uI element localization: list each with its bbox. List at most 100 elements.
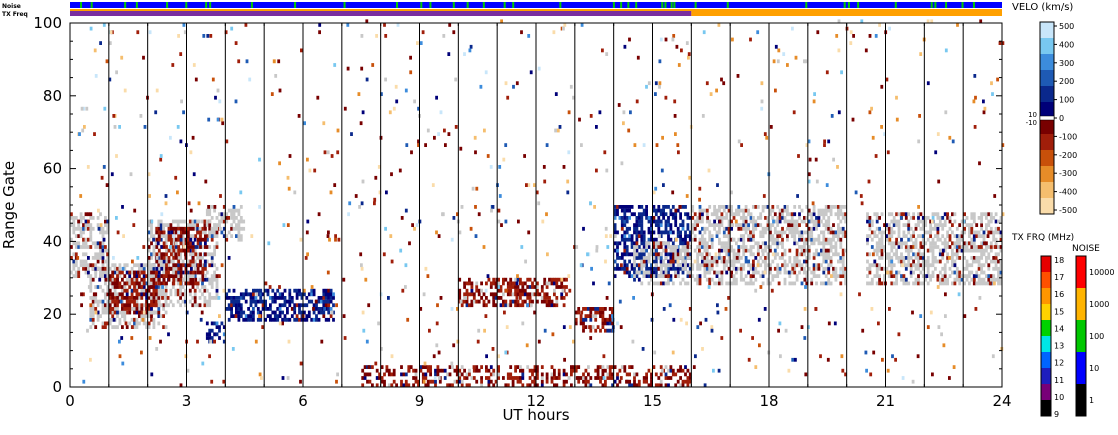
echo-cell (282, 223, 286, 227)
echo-cell (419, 307, 423, 311)
echo-cell (230, 223, 233, 227)
echo-cell (320, 307, 323, 311)
echo-cell (160, 245, 164, 249)
echo-cell (533, 368, 537, 373)
echo-cell (487, 379, 491, 384)
echo-cell (102, 165, 106, 169)
echo-cell (191, 285, 195, 289)
echo-cell (191, 234, 195, 238)
echo-cell (407, 368, 411, 373)
echo-cell (446, 372, 449, 377)
echo-cell (451, 365, 454, 369)
echo-cell (172, 248, 176, 253)
echo-cell (662, 259, 665, 264)
echo-cell (179, 237, 183, 242)
echo-cell (936, 234, 940, 238)
echo-cell (314, 299, 318, 304)
echo-cell (764, 205, 767, 209)
echo-cell (140, 277, 144, 282)
echo-cell (921, 266, 925, 271)
echo-cell (834, 245, 838, 249)
echo-cell (791, 266, 795, 271)
echo-cell (936, 245, 940, 249)
echo-cell (557, 376, 561, 380)
echo-cell (747, 263, 750, 268)
echo-cell (193, 303, 197, 308)
echo-cell (992, 234, 996, 238)
echo-cell (554, 92, 558, 96)
echo-cell (482, 245, 486, 249)
echo-cell (667, 245, 670, 249)
echo-cell (662, 307, 666, 311)
echo-cell (992, 274, 996, 278)
echo-cell (793, 234, 797, 238)
echo-cell (657, 208, 661, 213)
echo-cell (992, 237, 996, 242)
echo-cell (779, 354, 782, 359)
echo-cell (125, 307, 129, 311)
echo-cell (776, 252, 780, 257)
echo-cell (805, 277, 808, 282)
echo-cell (492, 292, 496, 297)
echo-cell (657, 383, 661, 388)
echo-cell (664, 245, 668, 249)
echo-cell (159, 263, 163, 268)
echo-cell (537, 339, 541, 344)
echo-cell (772, 59, 776, 64)
echo-cell (187, 281, 190, 286)
echo-cell (703, 259, 707, 264)
echo-cell (188, 252, 192, 257)
echo-cell (601, 314, 605, 318)
echo-cell (752, 230, 755, 235)
echo-cell (931, 226, 935, 231)
echo-cell (486, 154, 490, 158)
echo-cell (829, 263, 833, 268)
echo-cell (184, 288, 187, 293)
echo-cell (113, 325, 117, 329)
echo-cell (111, 325, 115, 329)
echo-cell (470, 303, 474, 308)
echo-cell (579, 321, 583, 326)
echo-cell (671, 256, 675, 260)
echo-cell (973, 125, 977, 129)
echo-cell (543, 299, 547, 304)
echo-cell (625, 230, 629, 235)
echo-cell (465, 299, 469, 304)
echo-cell (89, 288, 93, 293)
echo-cell (125, 281, 129, 286)
echo-cell (555, 285, 559, 289)
echo-cell (800, 252, 804, 257)
echo-cell (475, 288, 479, 293)
echo-cell (701, 259, 704, 264)
echo-cell (841, 263, 845, 268)
echo-cell (295, 296, 299, 300)
echo-cell (154, 281, 158, 286)
echo-cell (320, 310, 323, 315)
echo-cell (684, 259, 687, 264)
echo-cell (519, 296, 522, 300)
echo-cell (91, 299, 95, 304)
echo-cell (681, 205, 685, 209)
echo-cell (640, 216, 644, 220)
echo-cell (654, 186, 658, 191)
echo-cell (766, 277, 770, 282)
echo-cell (921, 219, 925, 224)
echo-cell (735, 252, 738, 257)
echo-cell (550, 365, 554, 369)
echo-cell (300, 310, 304, 315)
echo-cell (123, 307, 127, 311)
echo-cell (912, 230, 915, 235)
echo-cell (584, 317, 588, 322)
echo-cell (752, 223, 755, 227)
echo-cell (654, 212, 658, 217)
echo-cell (819, 354, 822, 359)
echo-cell (931, 245, 935, 249)
echo-cell (783, 216, 787, 220)
echo-cell (810, 216, 814, 220)
echo-cell (999, 237, 1003, 242)
echo-cell (812, 219, 816, 224)
echo-cell (887, 241, 891, 246)
echo-cell (108, 266, 112, 271)
echo-cell (904, 248, 908, 253)
echo-cell (205, 259, 209, 264)
